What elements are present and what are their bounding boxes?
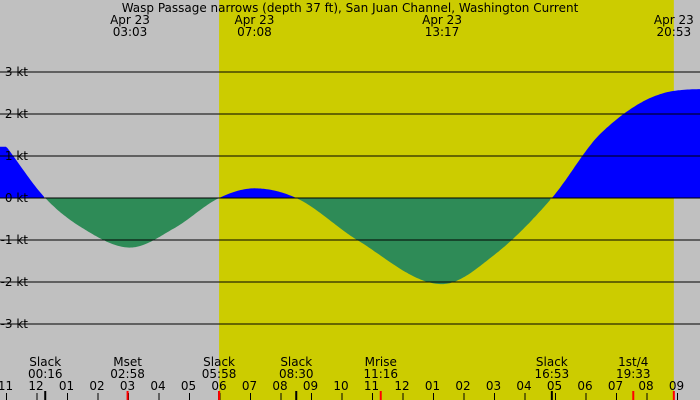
bottom-event-name-3: Slack <box>280 355 312 369</box>
hour-tick-label-10: 09 <box>303 379 318 393</box>
hour-tick-label-1: 12 <box>28 379 43 393</box>
top-event-time-0: 03:03 <box>113 25 148 39</box>
hour-tick-label-17: 04 <box>516 379 531 393</box>
flood-area-0 <box>0 146 44 198</box>
hour-tick-label-12: 11 <box>364 379 379 393</box>
chart-title: Wasp Passage narrows (depth 37 ft), San … <box>122 1 579 15</box>
hour-tick-label-22: 09 <box>669 379 684 393</box>
y-tick-label-3: 3 kt <box>5 65 28 79</box>
top-event-time-1: 07:08 <box>237 25 272 39</box>
hour-tick-label-9: 08 <box>272 379 287 393</box>
y-tick-label-neg3: -3 kt <box>1 317 29 331</box>
hour-tick-label-18: 05 <box>547 379 562 393</box>
y-tick-label-2: 2 kt <box>5 107 28 121</box>
top-event-date-1: Apr 23 <box>235 13 275 27</box>
top-event-date-2: Apr 23 <box>422 13 462 27</box>
bottom-event-time-4: 11:16 <box>363 367 398 381</box>
hour-tick-label-7: 06 <box>211 379 226 393</box>
hour-tick-label-14: 01 <box>425 379 440 393</box>
hour-tick-label-16: 03 <box>486 379 501 393</box>
y-tick-label-1: 1 kt <box>5 149 28 163</box>
ebb-area-3 <box>297 198 551 285</box>
hour-tick-label-4: 03 <box>120 379 135 393</box>
bottom-event-name-0: Slack <box>29 355 61 369</box>
hour-tick-label-8: 07 <box>242 379 257 393</box>
ebb-area-1 <box>45 198 218 248</box>
bottom-event-time-3: 08:30 <box>279 367 314 381</box>
flood-area-4 <box>551 89 700 198</box>
y-tick-label-0: 0 kt <box>5 191 28 205</box>
hour-tick-label-20: 07 <box>608 379 623 393</box>
hour-tick-label-21: 08 <box>638 379 653 393</box>
hour-tick-label-6: 05 <box>181 379 196 393</box>
current-areas <box>0 89 700 285</box>
y-tick-label-neg2: -2 kt <box>1 275 29 289</box>
top-event-time-2: 13:17 <box>425 25 460 39</box>
bottom-event-time-6: 19:33 <box>616 367 651 381</box>
hour-tick-label-19: 06 <box>577 379 592 393</box>
bottom-event-time-0: 00:16 <box>28 367 63 381</box>
bottom-event-name-4: Mrise <box>365 355 397 369</box>
hour-tick-label-5: 04 <box>150 379 165 393</box>
grid-lines <box>0 71 700 325</box>
hour-axis: 11 12 01 02 03 04 05 06 07 08 09 10 11 12 01 02 03 04 05 06… <box>0 379 684 400</box>
flood-area-2 <box>219 188 296 198</box>
bottom-event-name-1: Mset <box>113 355 142 369</box>
bottom-event-time-2: 05:58 <box>202 367 237 381</box>
y-tick-labels: 3 kt 2 kt 1 kt 0 kt -1 kt -2 kt -3 kt <box>1 65 29 331</box>
bottom-event-time-1: 02:58 <box>110 367 145 381</box>
hour-tick-label-0: 11 <box>0 379 13 393</box>
bottom-event-time-5: 16:53 <box>535 367 570 381</box>
hour-tick-label-13: 12 <box>394 379 409 393</box>
top-event-date-0: Apr 23 <box>110 13 150 27</box>
bottom-event-name-6: 1st/4 <box>618 355 648 369</box>
hour-tick-label-15: 02 <box>455 379 470 393</box>
hour-tick-label-11: 10 <box>333 379 348 393</box>
y-tick-label-neg1: -1 kt <box>1 233 29 247</box>
bottom-event-name-2: Slack <box>203 355 235 369</box>
hour-tick-label-3: 02 <box>89 379 104 393</box>
top-event-time-3: 20:53 <box>657 25 692 39</box>
bottom-event-name-5: Slack <box>536 355 568 369</box>
hour-tick-label-2: 01 <box>59 379 74 393</box>
bottom-event-labels: Slack00:16Mset02:58Slack05:58Slack08:30M… <box>28 355 651 381</box>
top-event-date-3: Apr 23 <box>654 13 694 27</box>
